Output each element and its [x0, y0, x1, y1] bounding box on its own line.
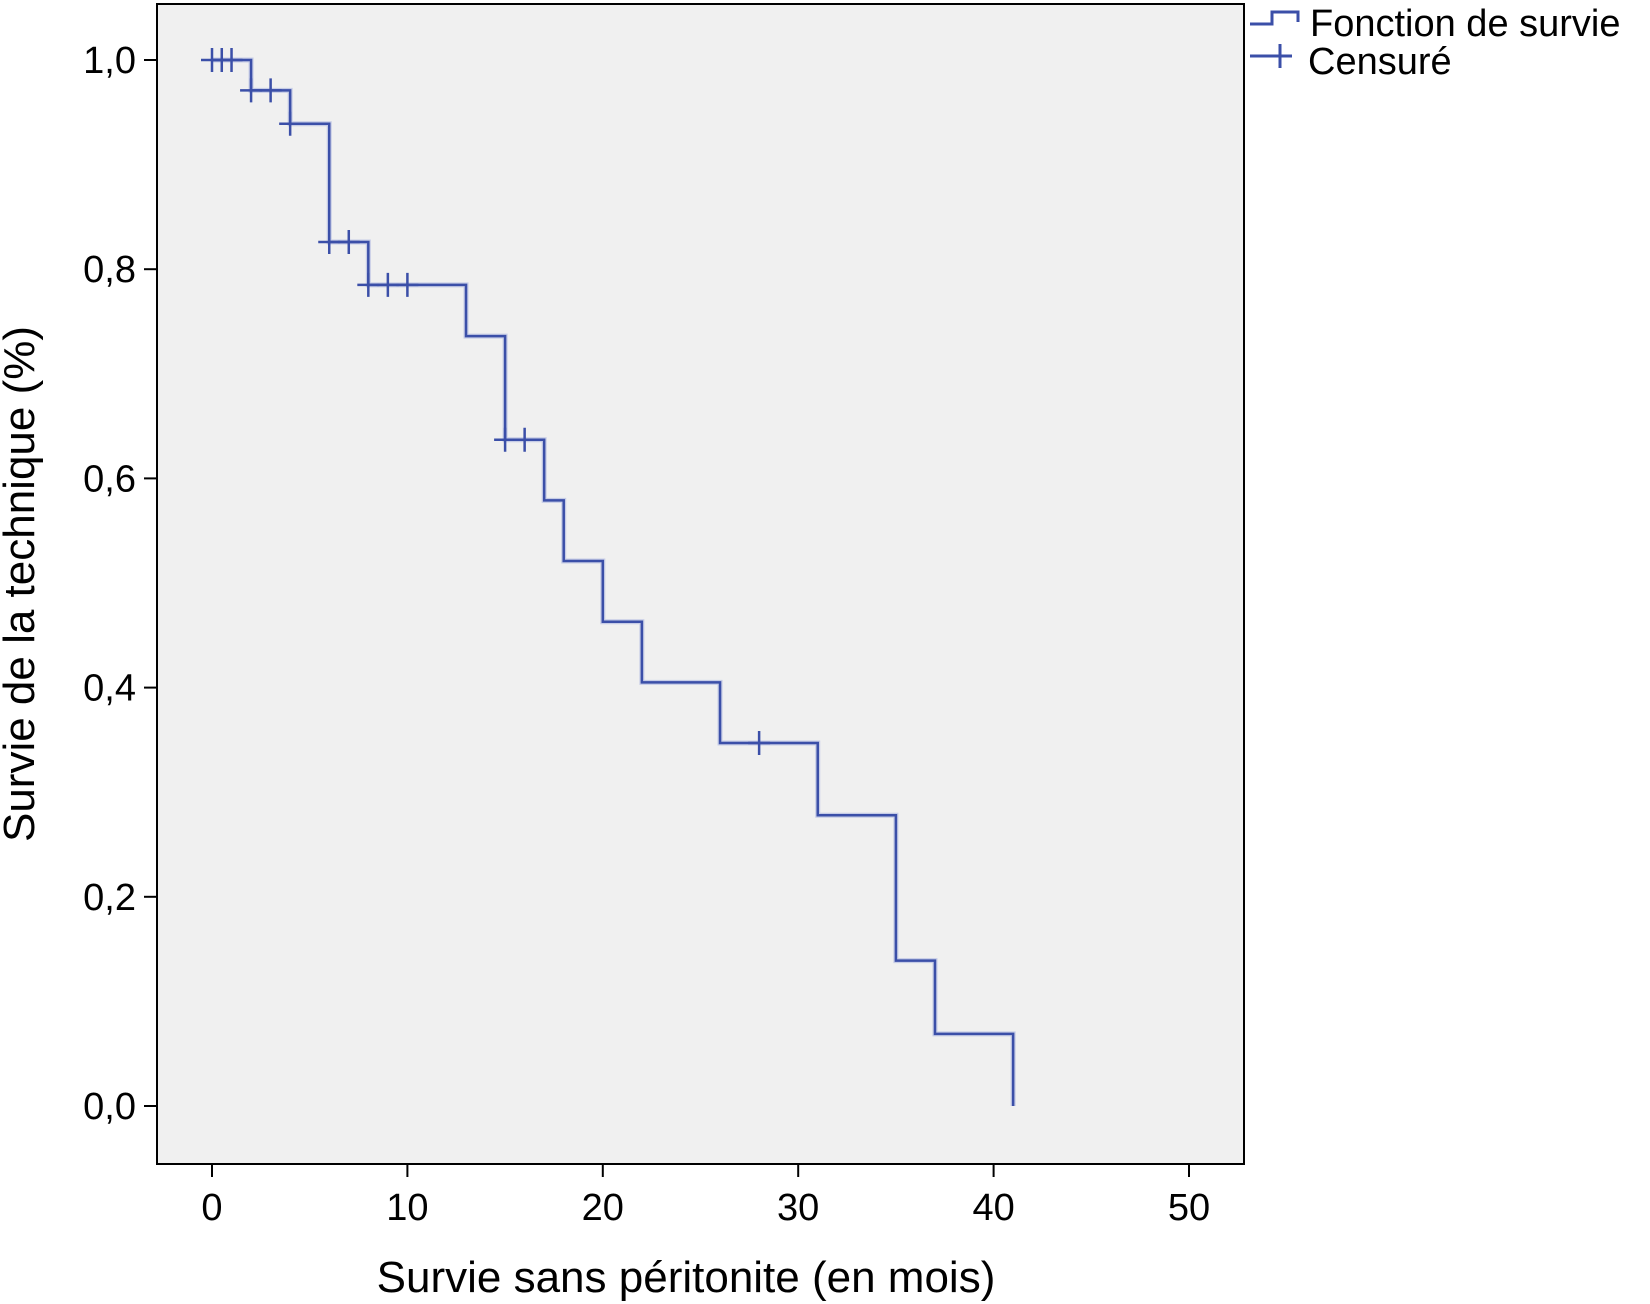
legend-survival-line-icon	[1250, 10, 1300, 26]
censor-mark	[240, 78, 263, 103]
y-tick-label: 1,0	[83, 40, 136, 82]
x-tick-label: 50	[1168, 1187, 1210, 1229]
y-tick-label: 0,4	[83, 668, 136, 710]
x-tick-label: 30	[777, 1187, 819, 1229]
survival-curve	[212, 58, 1015, 1106]
x-tick-label: 0	[201, 1187, 222, 1229]
censor-mark	[513, 427, 536, 452]
censor-mark	[318, 230, 341, 255]
y-tick-label: 0,0	[83, 1086, 136, 1128]
censor-mark	[259, 78, 282, 103]
x-tick-label: 40	[972, 1187, 1014, 1229]
censor-mark	[220, 48, 243, 72]
censor-mark	[494, 427, 517, 452]
x-axis-title: Survie sans péritonite (en mois)	[377, 1253, 996, 1302]
y-axis-title: Survie de la technique (%)	[0, 326, 44, 842]
censor-mark	[337, 230, 360, 255]
censor-mark	[376, 272, 399, 297]
plot-area	[156, 3, 1245, 1165]
legend-censored-label: Censuré	[1308, 41, 1452, 83]
y-tick-label: 0,6	[83, 458, 136, 500]
x-axis: 0 10 20 30 40 50	[201, 1164, 1210, 1229]
censor-mark	[357, 272, 380, 297]
y-tick-label: 0,8	[83, 249, 136, 291]
x-tick-label: 10	[386, 1187, 428, 1229]
legend-censored-icon	[1250, 44, 1292, 68]
censor-mark	[279, 111, 302, 136]
legend: Fonction de survie Censuré	[1250, 3, 1621, 83]
censor-mark	[748, 731, 771, 756]
censor-mark	[396, 272, 419, 297]
y-tick-label: 0,2	[83, 877, 136, 919]
x-tick-label: 20	[582, 1187, 624, 1229]
legend-survival-label: Fonction de survie	[1310, 3, 1621, 45]
y-axis: 0,0 0,2 0,4 0,6 0,8 1,0	[83, 40, 157, 1128]
series-layer	[201, 48, 1016, 1106]
